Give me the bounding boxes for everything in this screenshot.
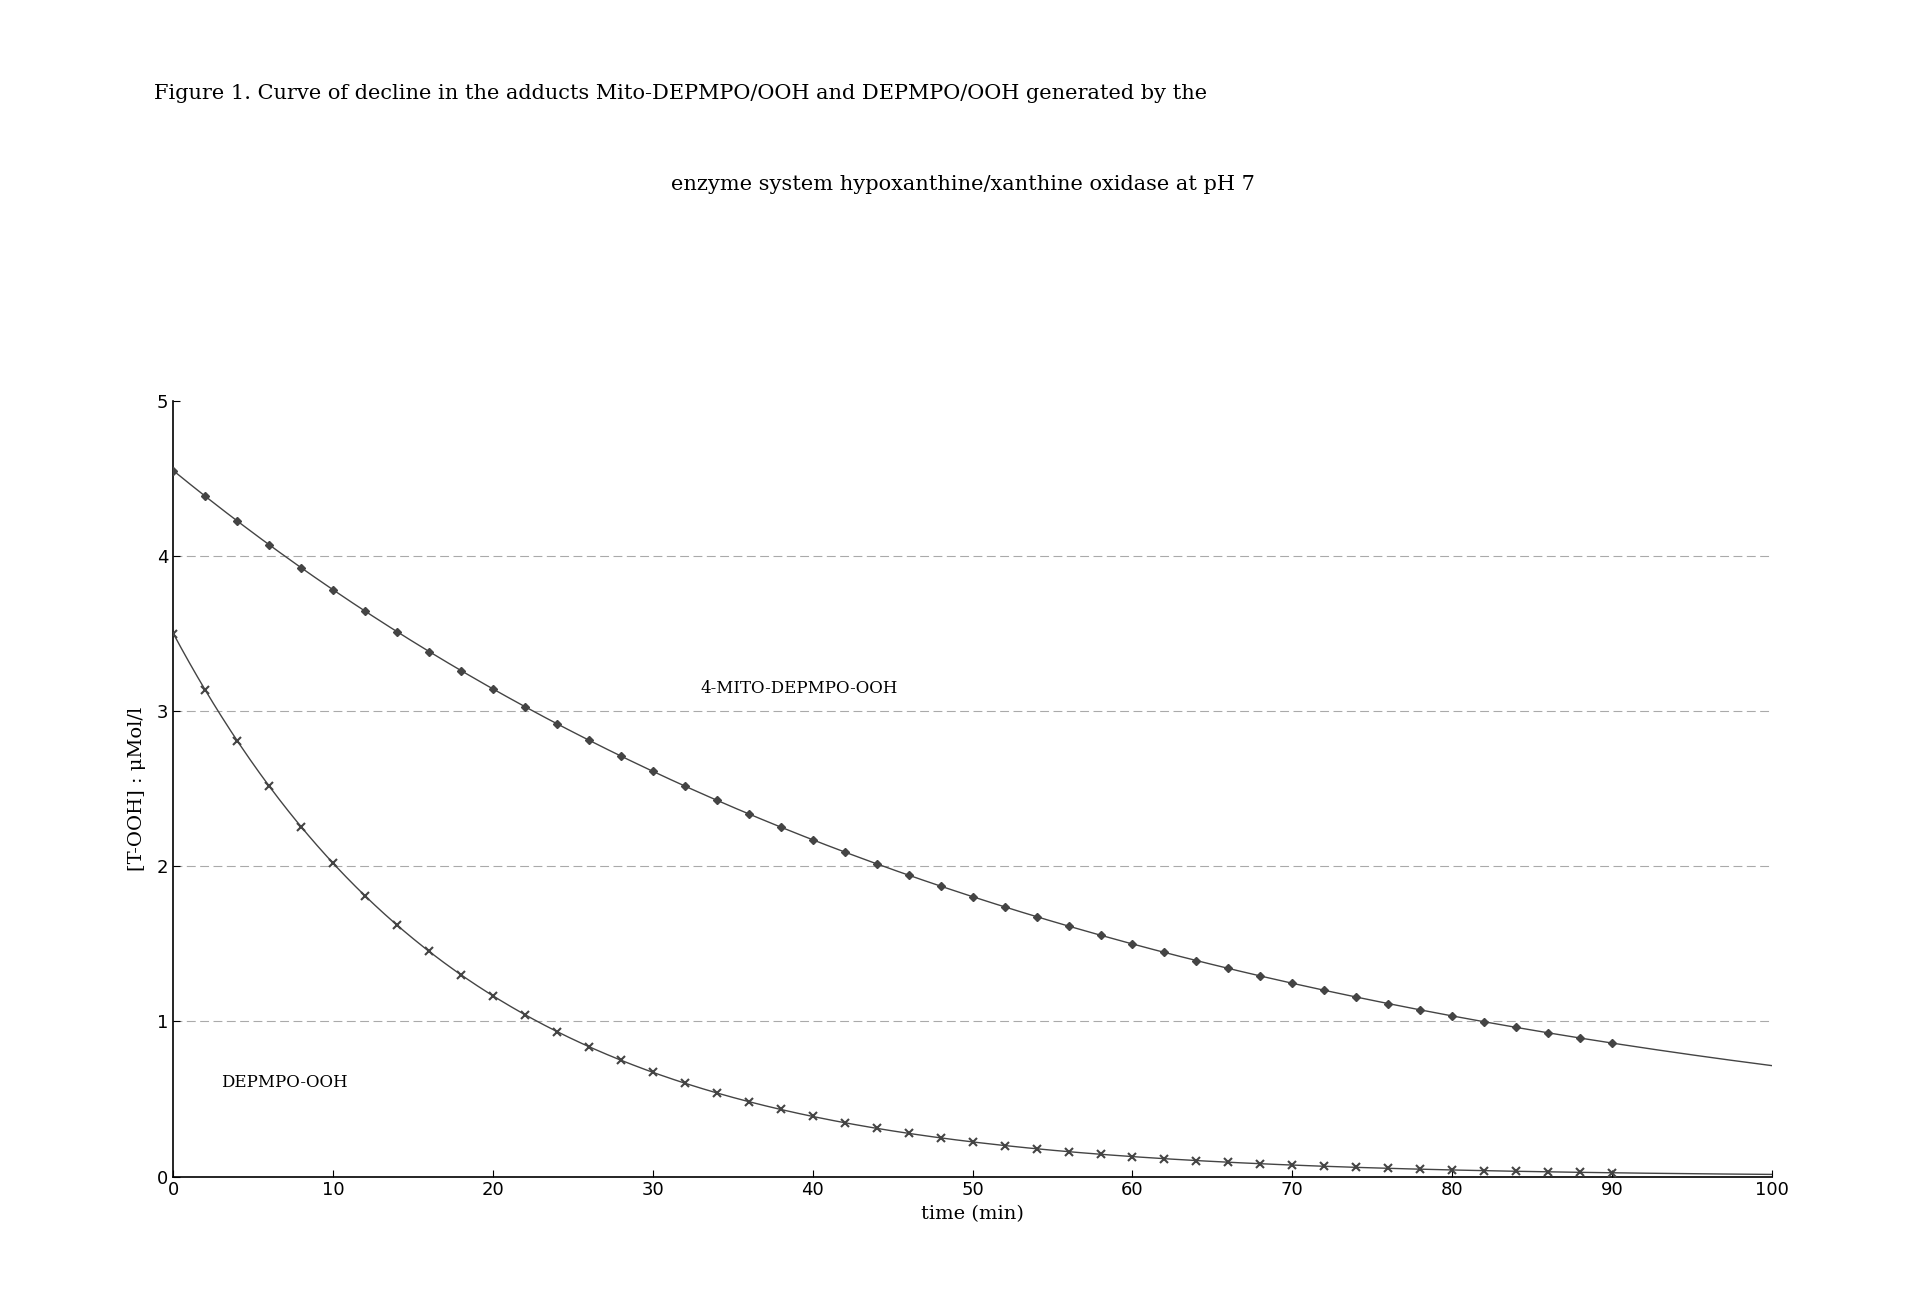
X-axis label: time (min): time (min) <box>921 1205 1025 1223</box>
Text: Figure 1. Curve of decline in the adducts Mito-DEPMPO/OOH and DEPMPO/OOH generat: Figure 1. Curve of decline in the adduct… <box>154 84 1208 103</box>
Text: enzyme system hypoxanthine/xanthine oxidase at pH 7: enzyme system hypoxanthine/xanthine oxid… <box>670 175 1256 194</box>
Y-axis label: [T-OOH] : μMol/l: [T-OOH] : μMol/l <box>127 706 146 871</box>
Text: 4-MITO-DEPMPO-OOH: 4-MITO-DEPMPO-OOH <box>701 680 898 697</box>
Text: DEPMPO-OOH: DEPMPO-OOH <box>221 1073 349 1090</box>
